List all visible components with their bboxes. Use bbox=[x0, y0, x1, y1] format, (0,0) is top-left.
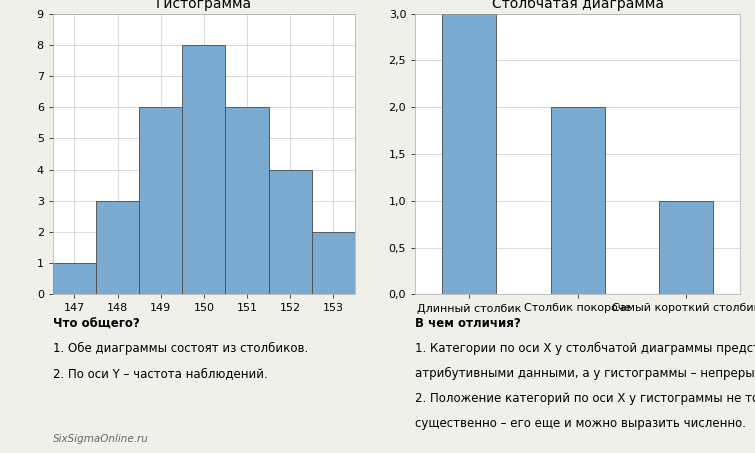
Text: 2. По оси Y – частота наблюдений.: 2. По оси Y – частота наблюдений. bbox=[53, 367, 267, 380]
Text: атрибутивными данными, а у гистограммы – непрерывными.: атрибутивными данными, а у гистограммы –… bbox=[415, 367, 755, 380]
Text: 2. Положение категорий по оси X у гистограммы не только: 2. Положение категорий по оси X у гистог… bbox=[415, 392, 755, 405]
Bar bbox=[139, 107, 182, 294]
Bar bbox=[658, 201, 713, 294]
Title: Столбчатая диаграмма: Столбчатая диаграмма bbox=[492, 0, 664, 11]
Bar bbox=[312, 232, 355, 294]
Text: Что общего?: Что общего? bbox=[53, 317, 140, 330]
Bar bbox=[550, 107, 605, 294]
Text: 1. Обе диаграммы состоят из столбиков.: 1. Обе диаграммы состоят из столбиков. bbox=[53, 342, 308, 355]
Bar bbox=[182, 45, 226, 294]
Bar bbox=[442, 14, 497, 294]
Bar bbox=[53, 263, 96, 294]
Text: существенно – его еще и можно выразить численно.: существенно – его еще и можно выразить ч… bbox=[415, 417, 746, 430]
Bar bbox=[269, 169, 312, 294]
Text: 1. Категории по оси X у столбчатой диаграммы представлены: 1. Категории по оси X у столбчатой диагр… bbox=[415, 342, 755, 355]
Bar bbox=[226, 107, 269, 294]
Bar bbox=[96, 201, 139, 294]
Text: В чем отличия?: В чем отличия? bbox=[415, 317, 521, 330]
Title: Гистограмма: Гистограмма bbox=[156, 0, 252, 11]
Text: SixSigmaOnline.ru: SixSigmaOnline.ru bbox=[53, 434, 149, 444]
